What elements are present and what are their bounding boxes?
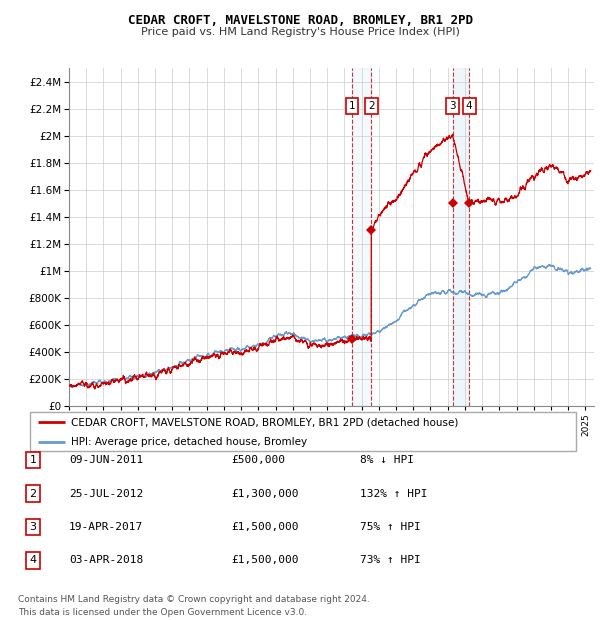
Text: 03-APR-2018: 03-APR-2018 — [69, 556, 143, 565]
Text: 1: 1 — [29, 455, 37, 465]
Text: 132% ↑ HPI: 132% ↑ HPI — [360, 489, 427, 498]
Text: £500,000: £500,000 — [231, 455, 285, 465]
Text: 3: 3 — [449, 101, 456, 111]
Bar — [452, 68, 469, 406]
Text: HPI: Average price, detached house, Bromley: HPI: Average price, detached house, Brom… — [71, 437, 307, 448]
Text: 73% ↑ HPI: 73% ↑ HPI — [360, 556, 421, 565]
Text: £1,500,000: £1,500,000 — [231, 522, 299, 532]
FancyBboxPatch shape — [30, 412, 576, 451]
Text: 2: 2 — [29, 489, 37, 498]
Text: Contains HM Land Registry data © Crown copyright and database right 2024.
This d: Contains HM Land Registry data © Crown c… — [18, 595, 370, 617]
Text: 3: 3 — [29, 522, 37, 532]
Text: Price paid vs. HM Land Registry's House Price Index (HPI): Price paid vs. HM Land Registry's House … — [140, 27, 460, 37]
Text: CEDAR CROFT, MAVELSTONE ROAD, BROMLEY, BR1 2PD (detached house): CEDAR CROFT, MAVELSTONE ROAD, BROMLEY, B… — [71, 418, 458, 428]
Text: 2: 2 — [368, 101, 374, 111]
Text: CEDAR CROFT, MAVELSTONE ROAD, BROMLEY, BR1 2PD: CEDAR CROFT, MAVELSTONE ROAD, BROMLEY, B… — [128, 14, 473, 27]
Text: 75% ↑ HPI: 75% ↑ HPI — [360, 522, 421, 532]
Text: 4: 4 — [466, 101, 473, 111]
Text: 25-JUL-2012: 25-JUL-2012 — [69, 489, 143, 498]
Text: £1,300,000: £1,300,000 — [231, 489, 299, 498]
Text: 4: 4 — [29, 556, 37, 565]
Text: 19-APR-2017: 19-APR-2017 — [69, 522, 143, 532]
Text: 8% ↓ HPI: 8% ↓ HPI — [360, 455, 414, 465]
Text: £1,500,000: £1,500,000 — [231, 556, 299, 565]
Text: 1: 1 — [349, 101, 355, 111]
Text: 09-JUN-2011: 09-JUN-2011 — [69, 455, 143, 465]
Bar — [352, 68, 371, 406]
